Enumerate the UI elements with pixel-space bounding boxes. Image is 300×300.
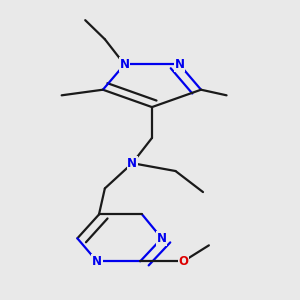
Text: N: N xyxy=(174,58,184,71)
Text: N: N xyxy=(92,255,102,268)
Text: N: N xyxy=(127,157,137,170)
Text: N: N xyxy=(157,232,167,245)
Text: O: O xyxy=(178,255,188,268)
Text: N: N xyxy=(119,58,130,71)
